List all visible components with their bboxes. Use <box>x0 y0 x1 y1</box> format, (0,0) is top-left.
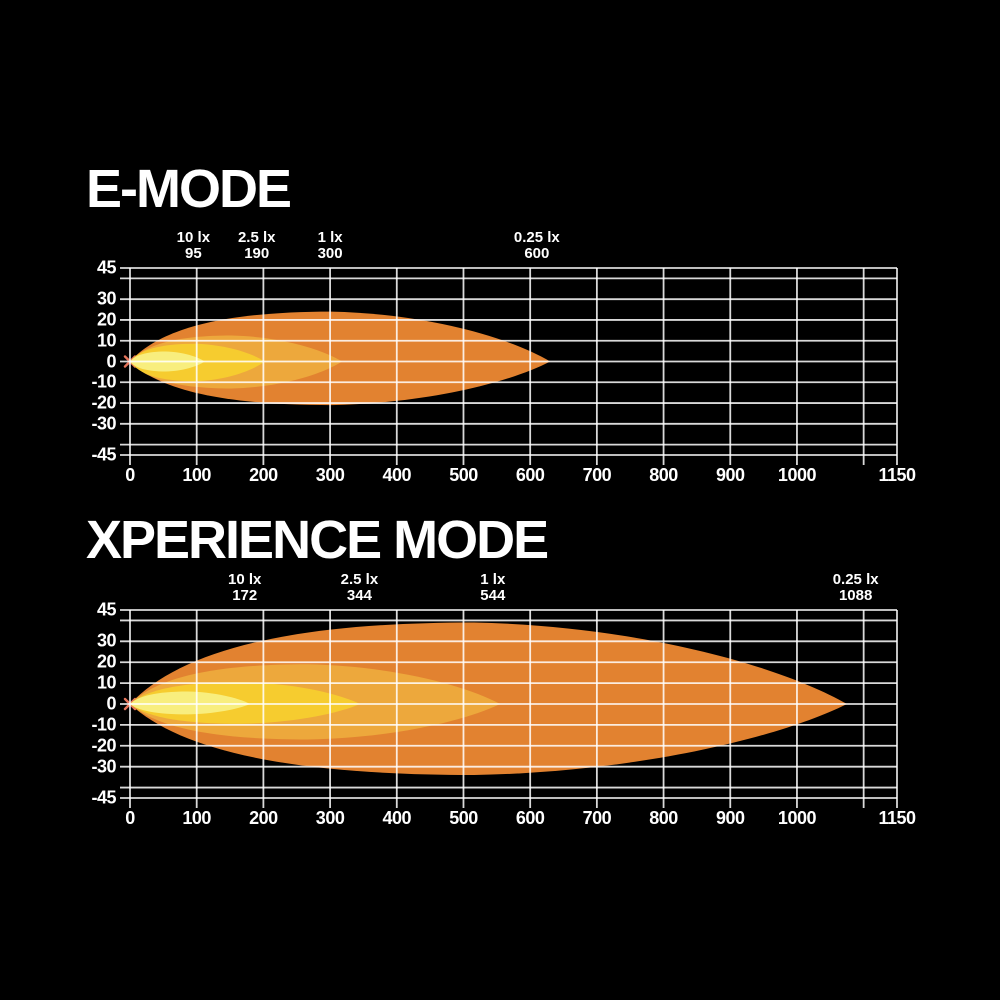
distance-value-label: 190 <box>244 245 270 262</box>
x-tick-label: 400 <box>382 808 412 828</box>
y-tick-label: -10 <box>91 714 116 735</box>
lux-value-label: 0.25 lx <box>513 229 560 246</box>
x-tick-label: 200 <box>249 808 278 828</box>
x-tick-label: 900 <box>715 465 745 485</box>
x-tick-label: 300 <box>315 808 345 828</box>
lux-value-label: 0.25 lx <box>832 571 879 588</box>
lux-value-label: 10 lx <box>228 571 262 588</box>
y-tick-label: -45 <box>91 444 116 465</box>
lux-distance-annotation: 2.5 lx 190 <box>238 230 276 262</box>
lux-value-label: 1 lx <box>480 571 506 588</box>
lux-value-label: 1 lx <box>317 229 343 246</box>
lux-distance-annotation: 1 lx 300 <box>318 230 343 262</box>
x-tick-label: 800 <box>649 808 678 828</box>
x-tick-label: 1150 <box>878 465 916 485</box>
y-tick-label: 10 <box>96 330 117 351</box>
origin-marker <box>123 697 137 711</box>
lux-distance-annotation: 0.25 lx 600 <box>514 230 560 262</box>
y-tick-label: 30 <box>96 288 117 309</box>
grid <box>120 609 898 808</box>
lux-value-label: 10 lx <box>176 229 211 246</box>
distance-value-label: 172 <box>232 587 258 604</box>
lux-value-label: 2.5 lx <box>340 571 379 588</box>
lux-distance-annotation: 1 lx 544 <box>480 572 505 604</box>
lux-distance-annotation: 10 lx 172 <box>228 572 261 604</box>
x-tick-label: 1000 <box>777 465 817 485</box>
beam-contour-1-lx <box>130 664 501 740</box>
x-tick-label: 0 <box>125 465 135 485</box>
x-tick-label: 700 <box>582 465 612 485</box>
lux-distance-annotation: 2.5 lx 344 <box>341 572 379 604</box>
x-tick-label: 500 <box>449 465 478 485</box>
lux-value-label: 2.5 lx <box>237 229 276 246</box>
y-tick-label: 10 <box>96 672 117 693</box>
y-tick-label: 45 <box>96 599 117 620</box>
x-tick-label: 0 <box>125 808 135 828</box>
distance-value-label: 544 <box>480 587 506 604</box>
x-tick-label: 500 <box>449 808 478 828</box>
y-tick-label: -30 <box>91 756 116 777</box>
distance-value-label: 600 <box>524 245 550 262</box>
distance-value-label: 95 <box>185 245 202 262</box>
x-tick-label: 600 <box>515 808 545 828</box>
x-tick-label: 700 <box>582 808 612 828</box>
y-tick-label: -45 <box>91 787 116 808</box>
distance-value-label: 300 <box>317 245 343 262</box>
beam-contour-0-25-lx <box>130 622 847 775</box>
y-tick-label: -10 <box>91 371 116 392</box>
x-tick-label: 1150 <box>878 808 916 828</box>
y-tick-label: 45 <box>96 257 117 278</box>
y-tick-label: 20 <box>96 309 117 330</box>
y-tick-label: -30 <box>91 413 116 434</box>
y-tick-label: 30 <box>96 630 117 651</box>
y-tick-label: 0 <box>106 693 116 714</box>
y-tick-label: 20 <box>96 651 117 672</box>
distance-value-label: 344 <box>346 587 372 604</box>
chart-title-e-mode: E-MODE <box>86 159 292 219</box>
x-tick-label: 100 <box>182 465 211 485</box>
x-tick-label: 100 <box>182 808 211 828</box>
chart-title-xperience-mode: XPERIENCE MODE <box>86 510 549 570</box>
y-tick-label: 0 <box>106 351 116 372</box>
x-tick-label: 400 <box>382 465 412 485</box>
x-tick-label: 600 <box>515 465 545 485</box>
lux-distance-annotation: 0.25 lx 1088 <box>833 572 879 604</box>
x-tick-label: 900 <box>715 808 745 828</box>
y-tick-label: -20 <box>91 735 116 756</box>
y-tick-label: -20 <box>91 392 116 413</box>
x-tick-label: 800 <box>649 465 678 485</box>
x-tick-label: 1000 <box>777 808 817 828</box>
beam-contour-2-5-lx <box>130 682 361 724</box>
x-tick-label: 300 <box>315 465 345 485</box>
beam-contour-10-lx <box>130 691 251 715</box>
lux-distance-annotation: 10 lx 95 <box>177 230 210 262</box>
x-tick-label: 200 <box>249 465 278 485</box>
distance-value-label: 1088 <box>838 587 873 604</box>
